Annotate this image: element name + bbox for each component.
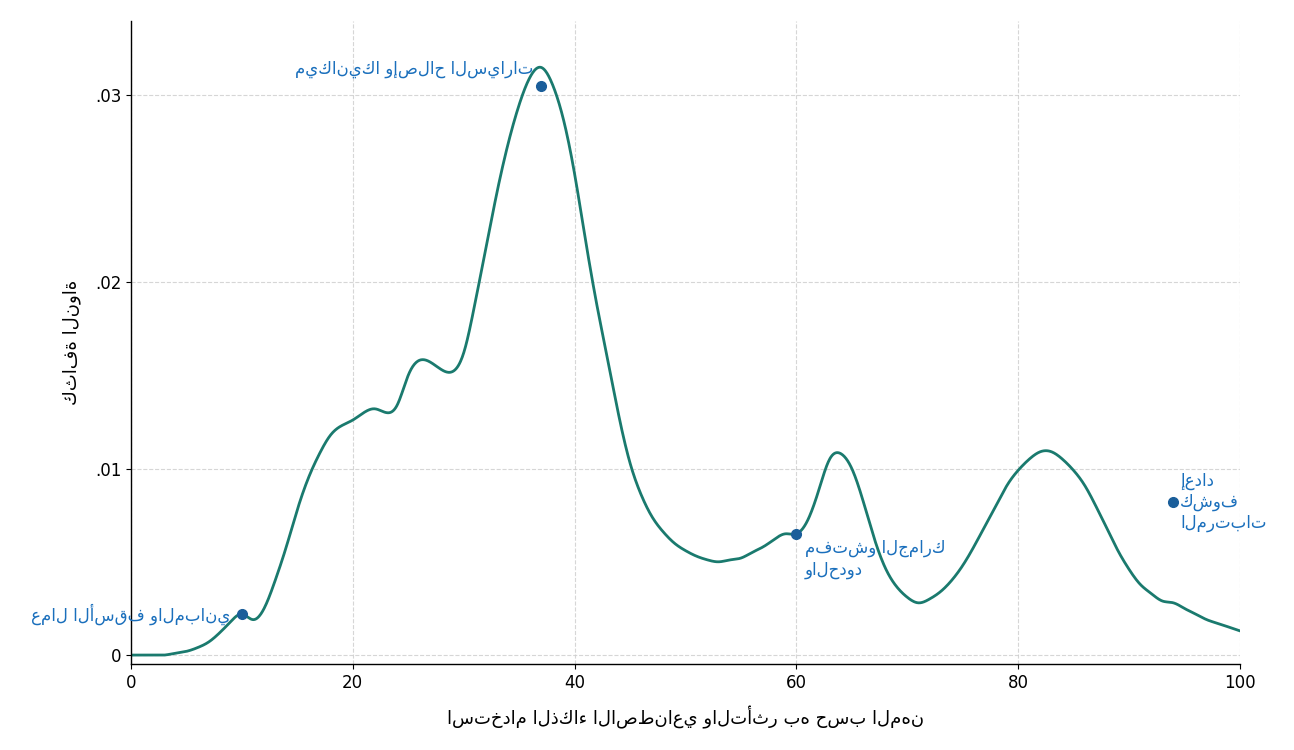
- Text: مفتشو الجمارك
والحدود: مفتشو الجمارك والحدود: [805, 539, 945, 578]
- Y-axis label: كثافة النواة: كثافة النواة: [62, 280, 82, 405]
- X-axis label: استخدام الذكاء الاصطناعي والتأثر به حسب المهن: استخدام الذكاء الاصطناعي والتأثر به حسب …: [446, 706, 924, 729]
- Text: إعداد
كشوف
المرتبات: إعداد كشوف المرتبات: [1180, 472, 1267, 532]
- Text: ميكانيكا وإصلاح السيارات: ميكانيكا وإصلاح السيارات: [295, 60, 533, 78]
- Text: عمال الأسقف والمباني: عمال الأسقف والمباني: [31, 603, 230, 625]
